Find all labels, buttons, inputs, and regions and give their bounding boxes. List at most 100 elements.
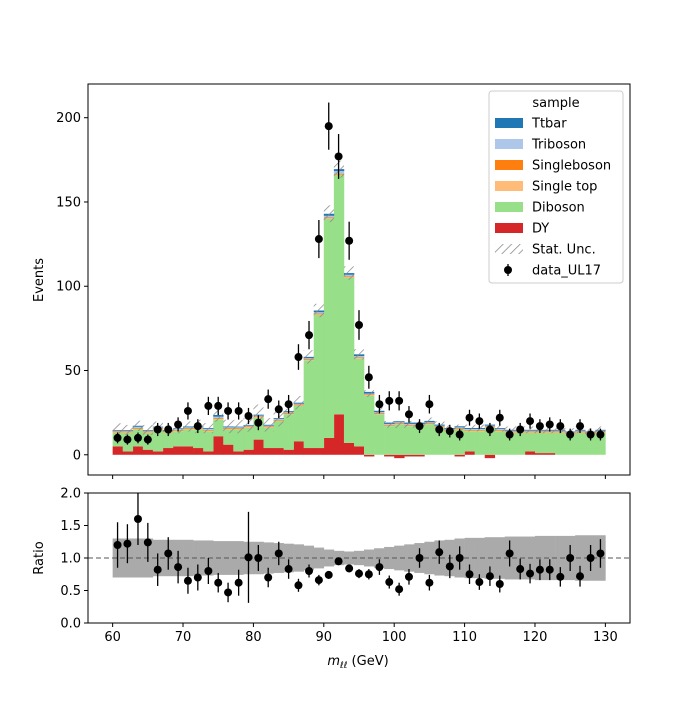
- data-point: [355, 321, 363, 330]
- bar-diboson: [283, 414, 294, 450]
- data-point: [596, 430, 605, 439]
- bar-diboson: [354, 358, 365, 447]
- stat-unc-rect: [233, 419, 244, 434]
- bar-dy: [142, 449, 154, 455]
- stat-unc-rect: [142, 424, 153, 436]
- bar-diboson: [454, 429, 465, 455]
- ratio-point: [455, 554, 464, 562]
- ratio-point: [586, 554, 595, 562]
- y-tick-label: 200: [56, 111, 81, 126]
- ratio-point: [123, 539, 132, 548]
- ratio-point: [113, 541, 122, 549]
- ratio-y-tick-label: 1.0: [60, 552, 81, 567]
- bar-dy: [273, 448, 284, 455]
- bar-dy: [323, 437, 335, 455]
- data-point: [485, 425, 494, 434]
- data-point: [204, 401, 213, 410]
- main-y-axis-label: Events: [32, 258, 47, 302]
- ratio-point: [204, 567, 213, 575]
- y-tick-label: 50: [64, 364, 81, 379]
- ratio-point: [566, 554, 575, 562]
- bar-dy: [162, 448, 174, 455]
- data-point: [586, 430, 595, 439]
- bar-diboson: [172, 431, 184, 447]
- legend-swatch: [495, 223, 523, 233]
- bar-dy: [394, 454, 405, 459]
- stat-unc-rect: [313, 303, 324, 318]
- bar-diboson: [424, 424, 435, 455]
- data-point: [214, 401, 223, 410]
- stat-unc-rect: [203, 423, 214, 434]
- bar-dy: [343, 442, 355, 455]
- legend-label: Singleboson: [532, 159, 611, 174]
- y-tick-label: 100: [56, 280, 81, 295]
- ratio-point: [244, 553, 253, 562]
- ratio-point: [495, 580, 504, 588]
- ratio-y-tick-label: 2.0: [60, 487, 81, 502]
- data-point: [224, 406, 233, 415]
- stat-unc-rect: [293, 395, 304, 410]
- bar-dy: [404, 454, 415, 457]
- legend-item: Triboson: [495, 138, 586, 153]
- bar-diboson: [233, 429, 244, 452]
- legend-title: sample: [532, 96, 579, 111]
- ratio-point: [193, 573, 202, 582]
- data-point: [294, 353, 303, 362]
- bar-diboson: [183, 429, 194, 447]
- ratio-band-rect: [464, 537, 475, 579]
- bar-dy: [354, 446, 365, 455]
- ratio-point: [485, 572, 494, 581]
- ratio-point: [465, 570, 474, 579]
- bar-diboson: [494, 431, 506, 455]
- legend-item: Diboson: [495, 201, 585, 216]
- ratio-point: [435, 548, 444, 557]
- bar-diboson: [363, 395, 375, 455]
- bar-dy: [233, 451, 244, 455]
- bar-dy: [283, 449, 294, 455]
- ratio-point: [556, 572, 565, 581]
- legend: sample Ttbar Triboson Singleboson Single to…: [488, 90, 624, 284]
- bar-diboson: [303, 360, 315, 449]
- ratio-point: [404, 572, 413, 581]
- bar-dy: [223, 444, 234, 455]
- data-point: [234, 406, 243, 415]
- data-point: [475, 417, 484, 426]
- stat-unc-rect: [343, 266, 355, 280]
- ratio-band-rect: [354, 550, 365, 566]
- bar-dy: [293, 441, 304, 455]
- data-point: [545, 420, 554, 429]
- stat-unc-rect: [384, 420, 395, 428]
- bar-diboson: [464, 431, 475, 452]
- stacked-histogram: [112, 169, 606, 459]
- x-axis-label-sub: ℓℓ: [339, 661, 347, 671]
- bar-diboson: [434, 427, 445, 455]
- ratio-band-rect: [233, 541, 244, 575]
- bar-diboson: [534, 432, 546, 454]
- stat-unc-rect: [363, 390, 375, 397]
- data-point: [385, 396, 394, 405]
- ratio-band-rect: [313, 547, 325, 569]
- bar-diboson: [414, 426, 425, 455]
- ratio-point: [395, 585, 404, 594]
- ratio-band-rect: [424, 541, 435, 575]
- data-point: [435, 425, 444, 434]
- data-point: [465, 413, 474, 422]
- bar-dy: [454, 454, 465, 457]
- legend-item: Stat. Unc.: [495, 243, 596, 258]
- legend-swatch: [495, 202, 523, 212]
- legend-item: DY: [495, 222, 549, 237]
- bar-diboson: [213, 419, 224, 437]
- ratio-band-rect: [474, 537, 486, 579]
- ratio-y-axis-label: Ratio: [32, 541, 47, 574]
- stat-unc-rect: [524, 426, 535, 434]
- ratio-point: [224, 588, 233, 597]
- data-point: [143, 435, 152, 444]
- bar-diboson: [293, 405, 304, 442]
- bar-dy: [363, 454, 375, 457]
- data-point: [133, 433, 142, 442]
- bar-diboson: [575, 432, 586, 455]
- data-point: [375, 400, 384, 409]
- ratio-point: [415, 554, 424, 562]
- bar-dy: [313, 448, 325, 455]
- data-point: [244, 412, 253, 421]
